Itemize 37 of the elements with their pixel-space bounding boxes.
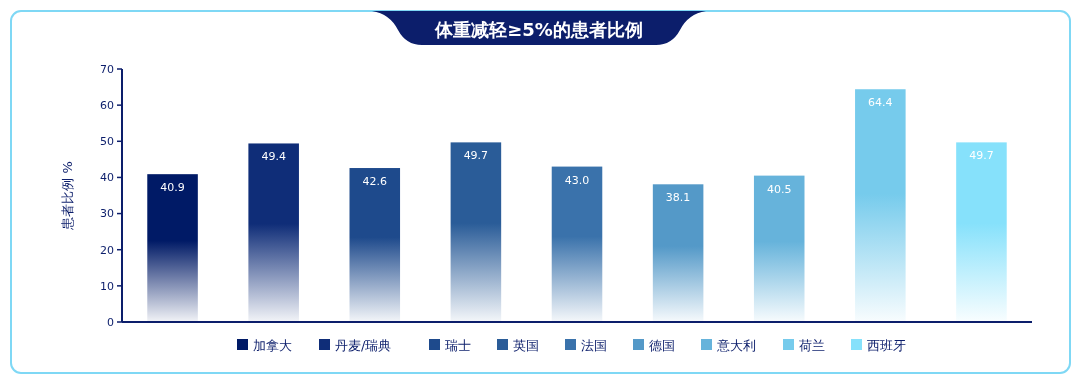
data-label: 49.7 — [969, 149, 994, 163]
bar — [450, 142, 502, 322]
y-tick-label: 60 — [100, 98, 114, 112]
legend-label: 丹麦/瑞典 — [335, 337, 392, 353]
data-label: 49.7 — [463, 149, 489, 163]
bar — [551, 166, 603, 322]
legend-label: 瑞士 — [445, 337, 471, 353]
legend-label: 德国 — [649, 337, 675, 353]
y-tick-label: 70 — [100, 62, 114, 76]
data-label: 40.5 — [766, 182, 792, 196]
legend-label: 荷兰 — [799, 337, 825, 353]
bar — [753, 175, 805, 322]
data-label: 64.4 — [868, 96, 893, 110]
data-label: 38.1 — [665, 191, 691, 205]
y-tick-label: 50 — [100, 135, 114, 149]
y-tick-label: 30 — [100, 207, 114, 221]
data-label: 42.6 — [362, 175, 388, 189]
y-tick-label: 10 — [100, 279, 114, 293]
bar — [652, 184, 704, 322]
chart-title: 体重减轻≥5%的患者比例 — [434, 19, 643, 40]
data-label: 40.9 — [160, 181, 185, 195]
bar — [349, 168, 401, 322]
legend-label: 西班牙 — [867, 337, 906, 353]
bar — [956, 142, 1007, 322]
y-tick-label: 20 — [100, 243, 114, 257]
y-tick-label: 0 — [107, 315, 114, 329]
legend-label: 法国 — [581, 337, 607, 353]
legend-label: 加拿大 — [253, 337, 292, 353]
legend-label: 英国 — [513, 337, 539, 353]
y-axis-title: 患者比例 % — [60, 161, 75, 231]
bar — [855, 89, 906, 322]
y-tick-label: 40 — [100, 171, 114, 185]
data-label: 49.4 — [261, 150, 286, 164]
bar — [147, 174, 198, 322]
bar — [248, 143, 299, 322]
legend-label: 意大利 — [716, 337, 756, 353]
data-label: 43.0 — [564, 173, 590, 187]
